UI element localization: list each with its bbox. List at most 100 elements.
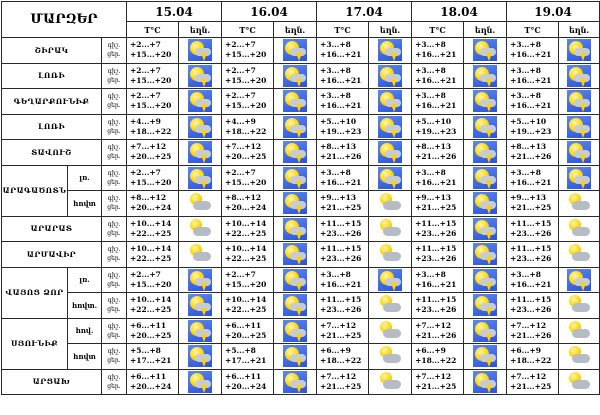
weather-cell [463, 62, 508, 89]
day-temp: +22...+25 [130, 305, 172, 315]
thunderstorm-icon [188, 319, 213, 342]
day-temp: +23...+26 [415, 228, 457, 238]
weather-cell [273, 62, 318, 89]
temperature-cell: +10...+14 +22...+25 [126, 241, 180, 268]
night-temp: +3...+8 [510, 91, 541, 101]
temperature-cell: +6...+9 +18...+22 [411, 343, 465, 370]
day-temp: +15...+20 [130, 50, 172, 60]
temperature-cell: +7...+12 +21...+25 [316, 317, 370, 344]
day-night-label: գիշ. ցեր. [100, 164, 128, 191]
weather-cell [463, 139, 508, 166]
temperature-cell: +7...+12 +21...+26 [411, 317, 465, 344]
weather-cell [178, 317, 223, 344]
night-temp: +2...+7 [130, 91, 161, 101]
thunderstorm-icon [567, 64, 592, 87]
temperature-cell: +3...+8 +16...+21 [506, 62, 560, 89]
day-night-label: գիշ. ցեր. [100, 292, 128, 319]
day-temp: +23...+26 [415, 254, 457, 264]
weather-cell [463, 343, 508, 370]
table-row: ՍՅՈՒՆԻՔ հով. գիշ. ցեր. +6...+11 +20...+25 +6..… [1, 317, 600, 370]
temperature-cell: +2...+7 +15...+20 [221, 164, 275, 191]
day-temp: +16...+21 [320, 101, 362, 111]
night-temp: +11...+15 [415, 244, 457, 254]
day-night-label: գիշ. ցեր. [100, 215, 128, 242]
table-row: ԳԵՂԱՐՔՈՒՆԻՔ գիշ. ցեր. +2...+7 +15...+20 +2...… [1, 88, 600, 115]
day-temp: +18...+22 [510, 356, 552, 366]
day-temp: +16...+21 [415, 75, 457, 85]
thunderstorm-icon [473, 243, 498, 266]
weather-cell [273, 241, 318, 268]
date-header: 17.04 [316, 1, 413, 22]
night-temp: +9...+13 [510, 193, 547, 203]
temperature-cell: +11...+15 +23...+26 [316, 215, 370, 242]
day-label: ցեր. [107, 204, 121, 212]
temp-column-header: T°C [506, 21, 560, 38]
day-temp: +21...+25 [415, 203, 457, 213]
day-temp: +21...+26 [510, 330, 552, 340]
date-header: 16.04 [221, 1, 318, 22]
day-temp: +15...+20 [225, 177, 267, 187]
temperature-cell: +10...+14 +22...+25 [126, 292, 180, 319]
temperature-cell: +3...+8 +16...+21 [316, 164, 370, 191]
weather-cell [368, 292, 413, 319]
partly-cloudy-icon [567, 243, 591, 265]
day-label: ցեր. [107, 127, 121, 135]
thunderstorm-icon [283, 90, 308, 113]
weather-cell [368, 164, 413, 191]
weather-column-header: եղն. [463, 21, 508, 38]
weather-cell [178, 190, 223, 217]
day-night-label: գիշ. ցեր. [100, 190, 128, 217]
thunderstorm-icon [378, 166, 403, 189]
day-temp: +18...+22 [130, 126, 172, 136]
day-temp: +23...+26 [510, 305, 552, 315]
weather-cell [463, 368, 508, 395]
table-row: հովտ գիշ. ցեր. +8...+12 +20...+24 +8...+12 +20… [2, 190, 600, 217]
weather-cell [368, 215, 413, 242]
weather-cell [558, 37, 600, 64]
temperature-cell: +5...+8 +17...+21 [126, 343, 180, 370]
weather-cell [558, 113, 600, 140]
temperature-cell: +5...+10 +19...+23 [316, 113, 370, 140]
night-temp: +3...+8 [510, 167, 541, 177]
temperature-cell: +2...+7 +15...+20 [126, 62, 180, 89]
night-temp: +6...+9 [415, 346, 446, 356]
night-temp: +6...+11 [225, 371, 262, 381]
night-temp: +7...+12 [320, 320, 357, 330]
night-temp: +7...+12 [415, 320, 452, 330]
region-name: ՏԱՎՈՒՇ [1, 139, 102, 166]
day-temp: +21...+25 [510, 381, 552, 391]
zone-label: լռ. [67, 266, 102, 293]
day-temp: +17...+21 [225, 356, 267, 366]
thunderstorm-icon [188, 294, 213, 317]
temperature-cell: +9...+13 +21...+25 [411, 190, 465, 217]
weather-cell [463, 317, 508, 344]
thunderstorm-icon [188, 90, 213, 113]
day-temp: +16...+21 [510, 101, 552, 111]
thunderstorm-icon [283, 166, 308, 189]
date-header: 18.04 [411, 1, 508, 22]
day-temp: +16...+21 [510, 177, 552, 187]
temperature-cell: +2...+7 +15...+20 [126, 164, 180, 191]
night-temp: +10...+14 [225, 295, 267, 305]
night-temp: +5...+10 [415, 116, 452, 126]
weather-column-header: եղն. [273, 21, 318, 38]
night-temp: +6...+11 [225, 320, 262, 330]
weather-cell [558, 343, 600, 370]
table-row: ՏԱՎՈՒՇ գիշ. ցեր. +7...+12 +20...+25 +7...+12 +… [1, 139, 600, 166]
day-temp: +16...+21 [510, 75, 552, 85]
temperature-cell: +2...+7 +15...+20 [221, 88, 275, 115]
temperature-cell: +10...+14 +22...+25 [126, 215, 180, 242]
thunderstorm-icon [283, 294, 308, 317]
temperature-cell: +8...+13 +21...+26 [411, 139, 465, 166]
thunderstorm-icon [188, 268, 213, 291]
weather-cell [558, 368, 600, 395]
day-night-label: գիշ. ցեր. [100, 241, 128, 268]
region-name: ԼՈՌԻ [1, 62, 102, 89]
weather-cell [463, 292, 508, 319]
table-row: ԱՐԱՐԱՏ գիշ. ցեր. +10...+14 +22...+25 +10...+1… [1, 215, 600, 242]
thunderstorm-icon [378, 141, 403, 164]
region-name: ԱՐՄԱՎԻՐ [1, 241, 102, 268]
day-temp: +23...+26 [320, 228, 362, 238]
day-temp: +15...+20 [130, 75, 172, 85]
thunderstorm-icon [283, 370, 308, 393]
